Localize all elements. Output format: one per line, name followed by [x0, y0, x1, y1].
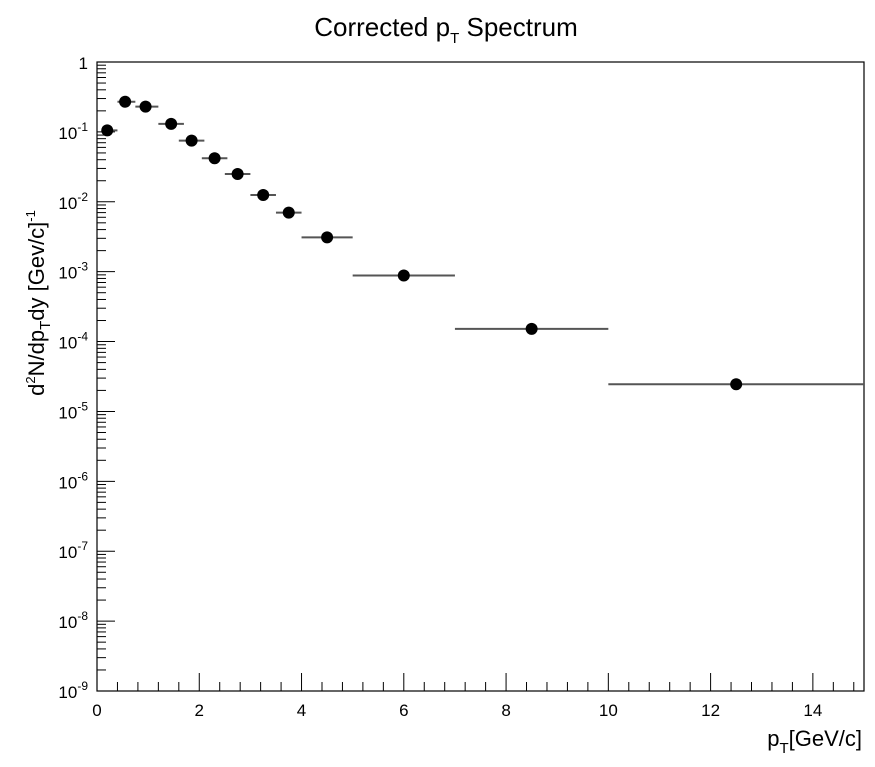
y-tick-label: 10-5 — [58, 399, 88, 422]
x-axis-title: pT[GeV/c] — [767, 726, 862, 757]
y-tick-label: 10-8 — [58, 609, 88, 632]
x-tick-label: 14 — [803, 701, 822, 720]
data-point — [101, 124, 114, 137]
x-tick-label: 4 — [297, 701, 306, 720]
x-tick-label: 10 — [599, 701, 618, 720]
y-tick-label: 10-6 — [58, 469, 88, 492]
axis-ticks — [96, 61, 855, 692]
chart-title: Corrected pT Spectrum — [314, 12, 578, 47]
y-tick-label: 10-1 — [58, 120, 88, 143]
x-tick-label: 8 — [501, 701, 510, 720]
data-point — [231, 167, 244, 180]
x-tick-label: 6 — [399, 701, 408, 720]
x-tick-label: 2 — [195, 701, 204, 720]
y-axis-title: d2N/dpTdy [Gev/c]-1 — [23, 210, 54, 396]
data-point — [525, 322, 538, 335]
y-tick-label: 10-7 — [58, 539, 88, 562]
data-point — [208, 152, 221, 165]
y-tick-label: 1 — [79, 54, 88, 73]
y-tick-label: 10-4 — [58, 330, 88, 353]
tick-labels: 0 2 4 6 8 10 12 14 1 10-1 10-2 10-3 10-4 10-5 10-6 10-7… — [58, 54, 822, 720]
x-tick-label: 0 — [92, 701, 101, 720]
data-point — [730, 378, 743, 391]
data-point — [139, 100, 152, 113]
data-point — [282, 206, 295, 219]
y-tick-label: 10-3 — [58, 260, 88, 283]
data-points — [101, 95, 864, 391]
data-point — [321, 231, 334, 244]
y-tick-label: 10-2 — [58, 190, 88, 213]
x-tick-label: 12 — [701, 701, 720, 720]
data-point — [165, 117, 178, 130]
data-point — [397, 269, 410, 282]
data-point — [185, 134, 198, 147]
data-point — [119, 95, 132, 108]
data-point — [257, 189, 270, 202]
plot-frame — [96, 61, 865, 692]
y-tick-label: 10-9 — [58, 679, 88, 702]
